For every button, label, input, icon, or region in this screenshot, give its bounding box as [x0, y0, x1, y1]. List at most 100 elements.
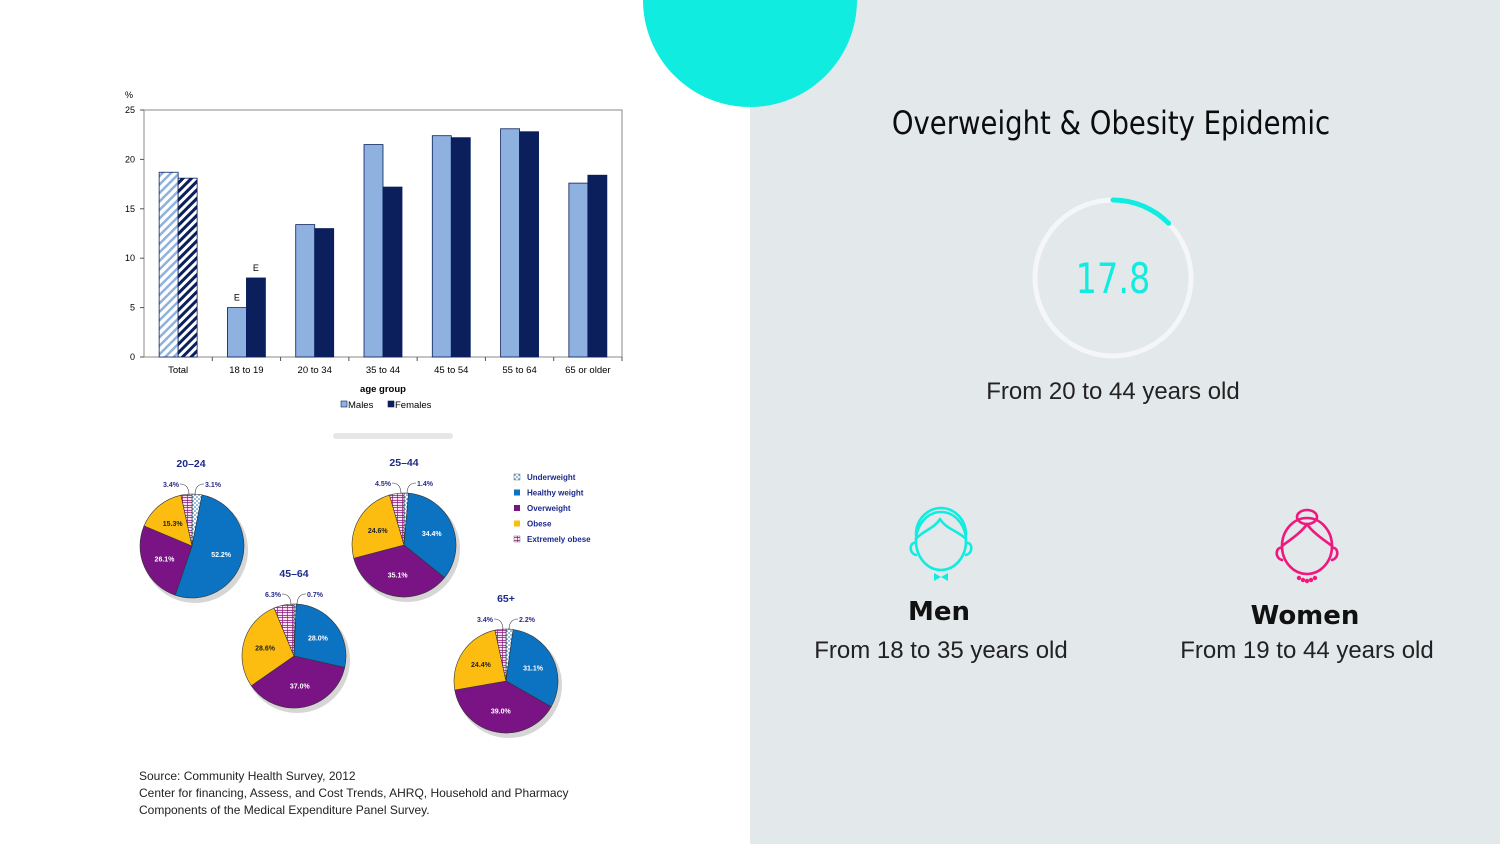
bar-females	[246, 277, 266, 358]
pie-leader	[296, 593, 307, 606]
pie-label: 3.4%	[477, 617, 494, 624]
pie-label: 6.3%	[265, 592, 282, 599]
pie-slice	[273, 603, 295, 657]
pie-label: 1.4%	[417, 481, 434, 488]
pie-leader	[391, 482, 402, 495]
x-tick-label: 45 to 54	[434, 365, 468, 376]
pie-leader	[406, 482, 417, 495]
y-tick-label: 25	[125, 105, 135, 115]
pie-label: 52.2%	[211, 552, 232, 559]
pie-slice	[353, 544, 445, 598]
right-panel	[750, 0, 1500, 844]
pie-leader	[493, 618, 504, 631]
man-icon	[909, 506, 973, 581]
bar-males	[227, 307, 247, 358]
pie-slice	[293, 603, 347, 668]
y-tick-label: 15	[125, 204, 135, 214]
pie-leader	[194, 483, 205, 496]
pie-title: 65+	[497, 593, 515, 605]
pie-slice	[351, 494, 405, 559]
legend-swatch	[387, 400, 395, 408]
pie-label: 37.0%	[290, 684, 311, 691]
pie-legend-label: Extremely obese	[527, 535, 591, 544]
pie-slice	[139, 525, 193, 596]
legend-label: Females	[395, 400, 432, 411]
pie-title: 25–44	[389, 457, 418, 469]
pie-leader	[508, 618, 519, 631]
source-line-3: Components of the Medical Expenditure Pa…	[139, 803, 430, 817]
source-note: Source: Community Health Survey, 2012 Ce…	[139, 768, 569, 819]
pie-label: 2.2%	[519, 617, 536, 624]
pie-label: 39.0%	[491, 709, 512, 716]
pie-slice	[174, 494, 245, 599]
bar-annotation: E	[253, 263, 259, 273]
bar-females	[450, 137, 471, 358]
pie-leader	[179, 483, 190, 496]
bar-males	[295, 224, 316, 358]
pie-label: 28.6%	[255, 646, 276, 653]
bar-males	[500, 128, 520, 358]
bar-females	[519, 131, 539, 358]
pie-chart: 3.1% 52.2% 26.1% 15.3% 3.4% 20–24 1.4% 34.4% 35.…	[139, 457, 591, 738]
pie-slice	[250, 655, 346, 709]
pie-slice	[389, 492, 405, 546]
legend-label: Males	[348, 400, 374, 411]
pie-label: 3.4%	[163, 482, 180, 489]
pie-label: 24.4%	[471, 662, 492, 669]
bar-females	[587, 174, 608, 358]
pie-leader	[281, 593, 292, 606]
bar-females	[382, 186, 403, 358]
bar-females	[177, 177, 198, 358]
bar-males	[568, 182, 589, 358]
pie-slice	[180, 493, 193, 547]
pie-label: 24.6%	[368, 528, 389, 535]
pie-label: 31.1%	[523, 666, 544, 673]
pie-label: 4.5%	[375, 481, 392, 488]
pie-legend-label: Overweight	[527, 504, 571, 513]
pie-label: 15.3%	[163, 521, 184, 528]
source-line-2: Center for financing, Assess, and Cost T…	[139, 786, 569, 800]
pie-slice	[403, 492, 457, 579]
women-title: Women	[1250, 601, 1360, 631]
bar-annotation: E	[234, 293, 240, 303]
pie-label: 28.0%	[308, 636, 329, 643]
bar-chart: % 0 5 10 15 20 25 Total 18 to 19 20 to 34 35 to 4…	[125, 90, 623, 411]
page-title: Overweight & Obesity Epidemic	[891, 104, 1331, 142]
x-tick-label: 55 to 64	[502, 365, 536, 376]
pie-slice	[453, 629, 507, 691]
pie-slice	[494, 628, 507, 682]
x-tick-label: Total	[168, 365, 188, 376]
pie-label: 3.1%	[205, 482, 222, 489]
pie-slice	[241, 607, 295, 687]
pie-legend-swatch	[514, 489, 520, 496]
divider	[333, 433, 453, 439]
bar-females	[314, 228, 335, 358]
y-tick-label: 10	[125, 253, 135, 263]
gauge: 17.8	[1032, 197, 1194, 359]
x-tick-label: 65 or older	[565, 365, 610, 376]
pie-legend-swatch	[514, 520, 520, 527]
x-tick-label: 35 to 44	[366, 365, 400, 376]
pie-title: 45–64	[279, 568, 308, 580]
pie-title: 20–24	[176, 458, 205, 470]
bar-males	[158, 171, 179, 358]
y-tick-label: 20	[125, 154, 135, 164]
x-tick-label: 20 to 34	[298, 365, 332, 376]
pie-label: 0.7%	[307, 592, 324, 599]
pie-slice	[454, 680, 552, 734]
bar-males	[431, 135, 452, 358]
source-line-1: Source: Community Health Survey, 2012	[139, 769, 356, 783]
men-desc: From 18 to 35 years old	[814, 637, 1068, 664]
gauge-caption: From 20 to 44 years old	[986, 378, 1240, 405]
bar-males	[363, 144, 384, 358]
pie-legend-swatch	[514, 505, 520, 511]
y-axis-label: %	[125, 90, 133, 100]
y-tick-label: 5	[130, 303, 135, 313]
gauge-value: 17.8	[1076, 254, 1151, 303]
pie-legend-swatch	[513, 473, 521, 481]
pie-legend-swatch	[513, 535, 521, 543]
woman-icon	[1275, 508, 1339, 584]
x-axis-label: age group	[360, 384, 406, 395]
x-tick-label: 18 to 19	[229, 365, 263, 376]
pie-label: 26.1%	[155, 556, 176, 563]
